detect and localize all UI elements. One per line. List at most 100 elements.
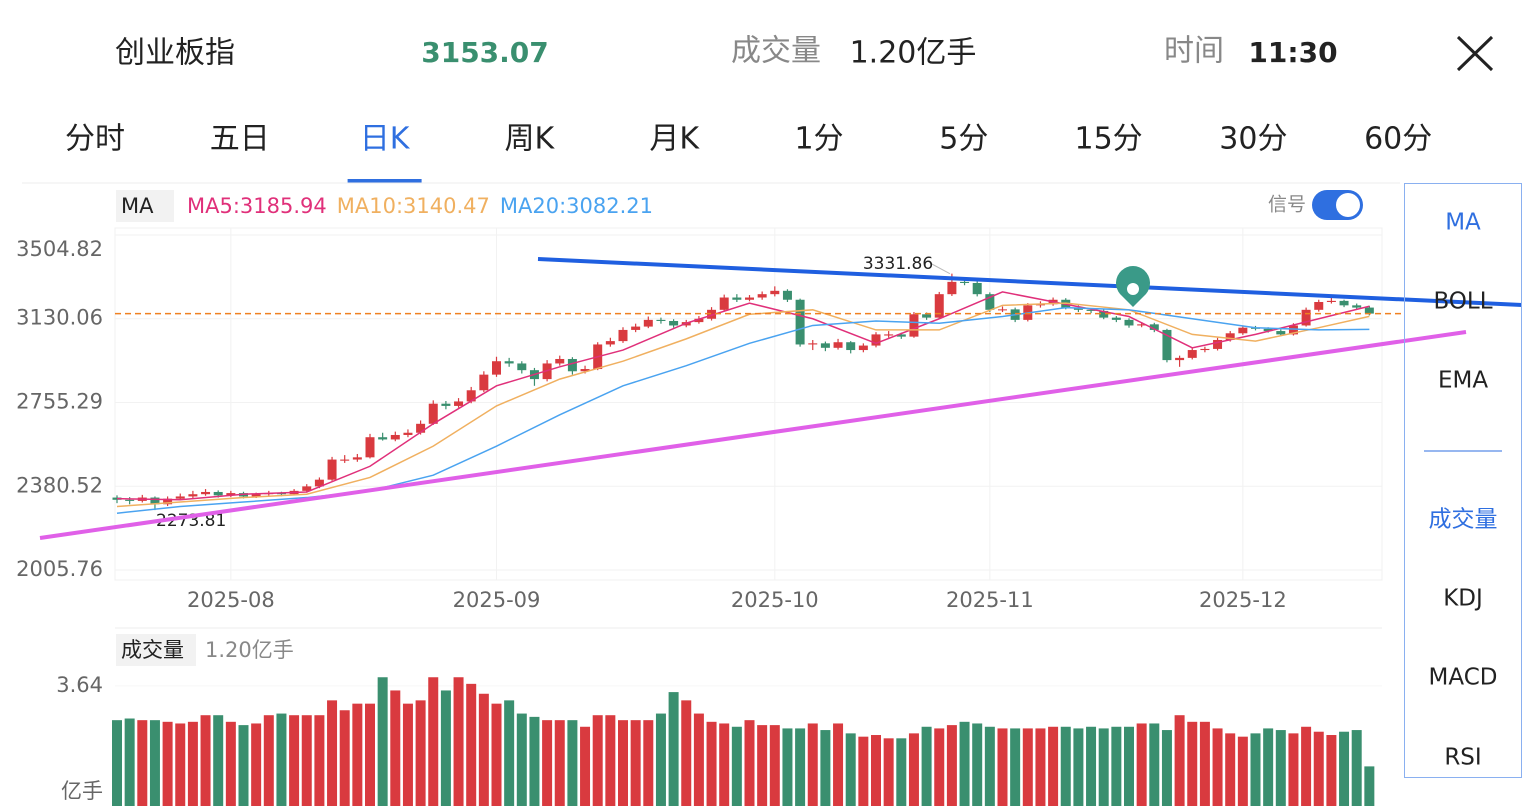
close-button[interactable] [1456,35,1494,72]
period-tab[interactable]: 月K [649,122,700,157]
volume-bar [934,728,945,806]
volume-bar [921,726,932,806]
candle-body [1238,327,1248,334]
volume-bar [352,703,363,806]
candle-body [782,290,792,300]
candle-body [1200,348,1210,351]
volume-bar [491,703,502,806]
volume-bar [871,735,881,806]
period-tab[interactable]: 日K [360,122,411,157]
candle-body [757,294,767,298]
volume-label: 成交量 [731,34,821,69]
active-tab-underline [347,179,422,183]
candle-body [972,282,982,295]
indicator-option[interactable]: 成交量 [1429,507,1498,533]
period-tab[interactable]: 5分 [939,122,988,157]
candle-body [454,401,464,406]
volume-title-box [116,634,196,666]
signal-label: 信号 [1268,194,1306,216]
period-tab[interactable]: 1分 [794,122,843,157]
indicator-option[interactable]: MACD [1429,665,1498,691]
candle-body [884,334,894,336]
candle-body [808,343,818,345]
candle-body [795,299,805,345]
volume-bar [251,723,262,806]
volume-bar [365,703,375,806]
volume-panel: 成交量 1.20亿手 3.64 亿手 [56,627,1382,806]
candle-body [479,374,489,391]
indicator-option[interactable]: KDJ [1443,586,1483,612]
time-label: 时间 [1164,34,1224,69]
volume-bar [946,725,957,806]
volume-bar [390,690,401,806]
candle-body [1213,339,1223,349]
volume-bar [693,713,704,806]
candle-body [365,437,375,458]
volume-subtitle: 1.20亿手 [205,638,294,662]
volume-bar [200,715,211,806]
candle-body [352,457,362,460]
candle-body [504,361,514,364]
volume-bar [580,726,591,806]
volume-bar [238,725,249,806]
candle-body [302,486,312,491]
volume-bar [618,720,628,806]
candle-body [985,294,995,310]
volume-bar [605,715,616,806]
candle-body [909,314,919,337]
candle-body [896,334,906,337]
volume-bar [1060,726,1071,806]
signal-toggle[interactable] [1312,190,1363,220]
volume-bar [668,692,679,806]
candle-body [1314,301,1324,310]
candle-body [858,345,868,351]
candle-body [820,343,830,348]
indicator-option[interactable]: MA [1445,210,1481,236]
indicator-option[interactable]: BOLL [1433,289,1492,315]
high-label-leader [929,262,951,275]
candle-body [125,499,135,501]
candle-body [163,498,173,505]
y-tick-label: 3130.06 [16,306,103,330]
candle-body [934,294,944,318]
candle-body [466,390,476,402]
candle-body [1111,317,1121,320]
indicator-option[interactable]: RSI [1444,745,1481,771]
period-tab[interactable]: 30分 [1219,122,1287,157]
ma-line [116,291,1370,501]
y-tick-label: 2005.76 [16,557,103,581]
candle-body [605,341,615,345]
period-tab[interactable]: 分时 [65,122,125,157]
volume-bar [1010,728,1021,806]
period-tab[interactable]: 周K [505,122,556,157]
volume-bar [377,677,388,806]
candle-body [922,314,932,318]
volume-bar [643,720,654,806]
volume-bar [655,713,666,806]
volume-bar [137,720,148,806]
resistance-trendline [537,257,1522,307]
high-label: 3331.86 [863,254,933,274]
y-tick-label: 3.64 [56,673,103,697]
volume-bar [1073,728,1084,806]
period-tab[interactable]: 15分 [1075,122,1143,157]
volume-bar [276,713,287,806]
period-tab[interactable]: 五日 [210,122,270,157]
candle-body [694,318,704,323]
volume-bar [1237,736,1248,806]
candle-body [327,459,337,480]
volume-bar [542,720,553,806]
volume-bar [1022,728,1033,806]
candle-body [1339,300,1349,306]
period-tab[interactable]: 60分 [1364,122,1432,157]
candle-body [732,297,742,300]
volume-bar [301,715,312,806]
volume-bar [1136,723,1147,806]
volume-bar [1288,733,1299,806]
volume-bar [1161,730,1172,806]
candle-body [416,423,426,433]
candle-body [643,319,653,327]
volume-bar [225,721,236,806]
indicator-option[interactable]: EMA [1438,368,1488,394]
